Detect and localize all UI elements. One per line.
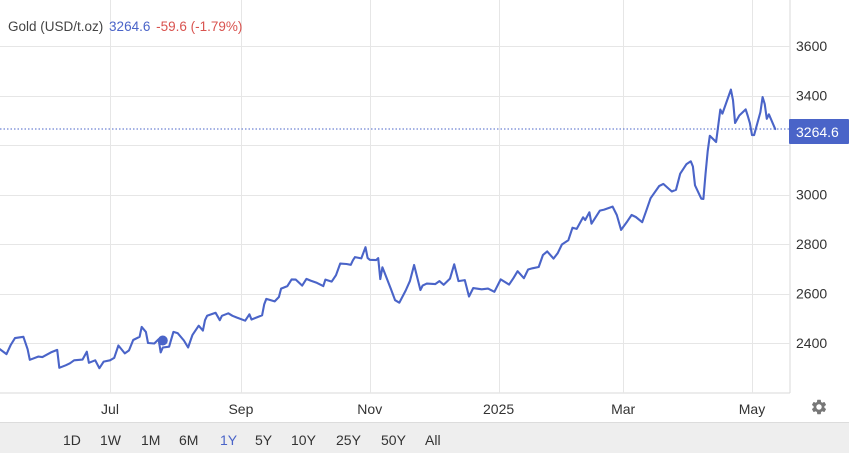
y-tick-label: 3400 [796,88,827,104]
x-tick-label: Nov [357,401,382,417]
x-tick-label: Sep [228,401,253,417]
time-range-bar: 1D 1W 1M 6M 1Y 5Y 10Y 25Y 50Y All [0,422,849,453]
price-marker-dot[interactable] [157,335,168,346]
chart-grid [0,0,791,394]
gear-icon[interactable] [810,398,828,416]
y-tick-label: 2800 [796,236,827,252]
x-tick-label: Mar [611,401,635,417]
current-price: 3264.6 [109,19,151,34]
range-button-50y[interactable]: 50Y [381,432,406,448]
range-button-1w[interactable]: 1W [100,432,121,448]
range-button-6m[interactable]: 6M [179,432,199,448]
instrument-name: Gold (USD/t.oz) [8,19,104,34]
last-price-tag-label: 3264.6 [796,124,839,140]
price-chart: 2400 2600 2800 3000 3400 3600 Jul Sep Nov 2025 Ma… [0,0,849,417]
y-axis-labels: 2400 2600 2800 3000 3400 3600 [796,38,827,351]
x-axis-labels: Jul Sep Nov 2025 Mar May [101,401,765,417]
range-button-10y[interactable]: 10Y [291,432,316,448]
x-tick-label: May [739,401,765,417]
range-button-1y[interactable]: 1Y [220,432,238,448]
range-button-5y[interactable]: 5Y [255,432,273,448]
x-tick-label: 2025 [483,401,514,417]
price-series-line [0,88,777,370]
y-tick-label: 3000 [796,187,827,203]
range-button-1m[interactable]: 1M [141,432,161,448]
x-tick-label: Jul [101,401,119,417]
y-tick-label: 3600 [796,38,827,54]
y-tick-label: 2400 [796,335,827,351]
y-tick-label: 2600 [796,286,827,302]
price-change: -59.6 (-1.79%) [156,19,243,34]
range-button-all[interactable]: All [425,432,441,448]
chart-header: Gold (USD/t.oz) 3264.6 -59.6 (-1.79%) [8,19,242,34]
range-button-25y[interactable]: 25Y [336,432,361,448]
last-price-tag: 3264.6 [789,119,849,144]
range-button-1d[interactable]: 1D [63,432,81,448]
